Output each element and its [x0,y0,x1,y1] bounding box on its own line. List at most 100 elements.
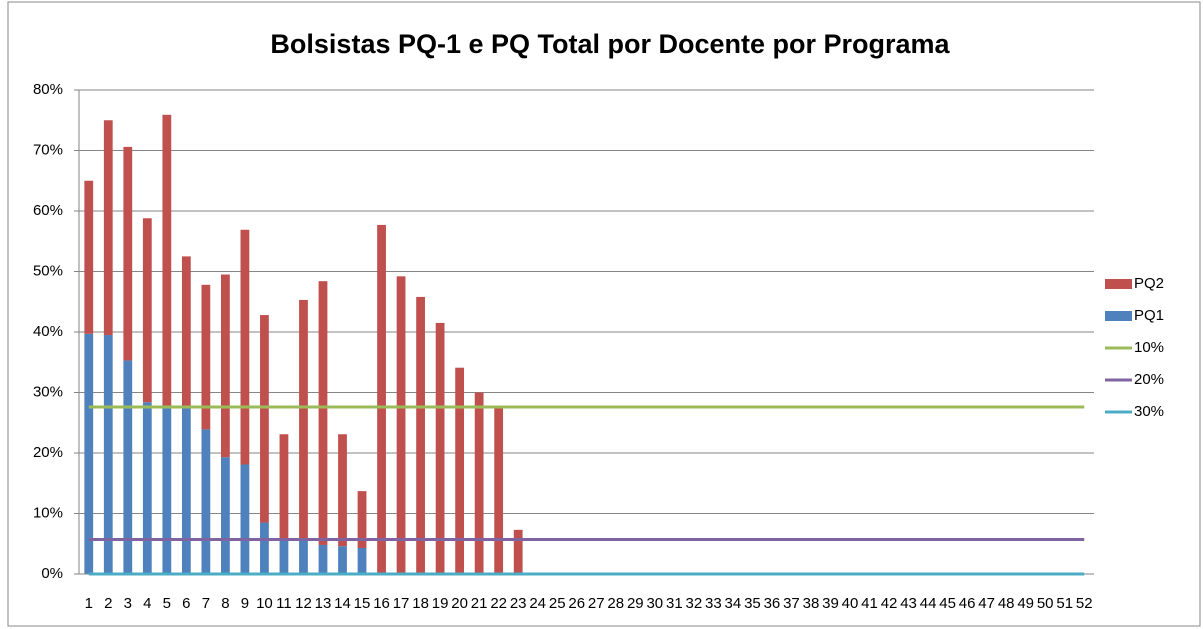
bar-segment [513,529,523,574]
bar-segment [260,315,269,523]
bar-segment [435,322,445,574]
x-tick-label: 22 [490,595,507,612]
x-tick-label: 17 [393,595,410,612]
bar-segment [279,434,289,539]
bar-segment [84,180,94,334]
x-tick-label: 12 [295,595,312,612]
x-tick-label: 48 [998,595,1015,612]
x-tick-label: 35 [744,595,761,612]
bar-segment [142,218,152,403]
y-tick-label: 80% [33,81,63,98]
y-tick-label: 70% [33,141,63,158]
bar-segment [142,402,152,574]
x-tick-label: 32 [686,595,703,612]
bar-segment [103,335,113,574]
y-tick-label: 20% [33,444,63,461]
legend-label: 30% [1134,403,1164,420]
bar-segment [357,491,367,548]
bar-segment [260,522,269,574]
x-tick-label: 46 [959,595,976,612]
bar-segment [181,407,191,574]
x-tick-label: 7 [202,595,210,612]
legend-label: PQ2 [1134,275,1164,292]
y-tick-label: 60% [33,202,63,219]
x-tick-label: 37 [783,595,800,612]
x-tick-label: 13 [315,595,332,612]
x-tick-label: 50 [1037,595,1054,612]
x-tick-label: 1 [85,595,93,612]
y-tick-label: 0% [41,565,63,582]
x-tick-label: 6 [182,595,190,612]
bar-segment [162,407,172,574]
bar-segment [338,546,347,574]
bar-segment [338,434,347,547]
x-tick-label: 20 [451,595,468,612]
y-tick-label: 30% [33,383,63,400]
x-tick-label: 52 [1076,595,1093,612]
bar-segment [181,256,191,408]
x-tick-label: 27 [588,595,605,612]
x-tick-label: 39 [822,595,839,612]
x-tick-label: 45 [939,595,956,612]
legend-label: 20% [1134,371,1164,388]
y-tick-label: 10% [33,504,63,521]
x-tick-label: 15 [354,595,371,612]
bar-segment [123,146,133,361]
bar-segment [377,224,386,575]
bar-segment [455,367,465,574]
bar-segment [240,464,250,574]
x-tick-label: 38 [803,595,820,612]
legend-label: PQ1 [1134,307,1164,324]
x-tick-label: 10 [256,595,273,612]
x-tick-label: 43 [900,595,917,612]
y-tick-label: 40% [33,323,63,340]
bar-segment [201,284,211,430]
x-tick-label: 5 [163,595,171,612]
bar-segment [474,392,484,574]
bar-segment [494,407,504,574]
x-tick-label: 40 [842,595,859,612]
x-tick-label: 42 [881,595,898,612]
x-tick-label: 9 [241,595,249,612]
bar-segment [162,114,172,408]
x-tick-label: 44 [920,595,937,612]
x-tick-label: 41 [861,595,878,612]
bar-segment [221,457,230,574]
x-tick-label: 14 [334,595,351,612]
x-tick-label: 49 [1017,595,1034,612]
bar-segment [299,299,308,540]
chart-title: Bolsistas PQ-1 e PQ Total por Docente po… [270,29,950,59]
x-tick-label: 23 [510,595,527,612]
x-tick-label: 24 [529,595,546,612]
x-tick-label: 11 [276,595,292,612]
x-tick-label: 34 [725,595,742,612]
bar-segment [396,276,406,574]
bar-segment [240,229,250,465]
x-tick-label: 51 [1056,595,1073,612]
x-tick-label: 8 [221,595,229,612]
y-tick-label: 50% [33,262,63,279]
bar-segment [221,274,230,458]
x-tick-label: 28 [607,595,624,612]
x-tick-label: 2 [104,595,112,612]
x-tick-label: 33 [705,595,722,612]
bar-segment [201,429,211,574]
bar-segment [103,120,113,336]
x-tick-label: 47 [978,595,995,612]
bar-segment [279,538,289,574]
legend-swatch [1105,279,1132,289]
x-tick-label: 19 [432,595,449,612]
x-tick-label: 4 [143,595,151,612]
bar-segment [84,333,94,574]
x-tick-label: 36 [764,595,781,612]
legend-label: 10% [1134,339,1164,356]
x-tick-label: 31 [666,595,683,612]
x-tick-label: 25 [549,595,566,612]
bar-segment [318,544,328,574]
bar-segment [357,547,367,574]
x-tick-label: 26 [568,595,585,612]
legend-swatch [1105,311,1132,321]
bar-segment [123,360,133,574]
x-tick-label: 16 [373,595,390,612]
